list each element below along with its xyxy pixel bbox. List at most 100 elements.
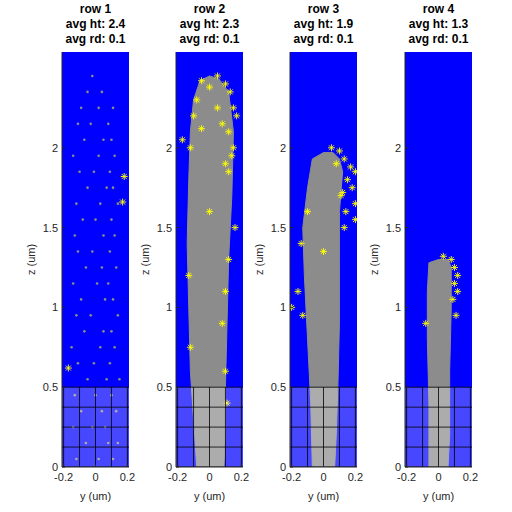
mesh-line [176, 387, 243, 388]
x-tick [438, 464, 439, 467]
dot-point [112, 298, 115, 301]
dot-point [110, 218, 113, 221]
dot-point [113, 234, 116, 237]
dot-point [93, 362, 96, 365]
mesh-line [405, 427, 472, 428]
mesh-line [176, 427, 243, 428]
asterisk-point [320, 248, 327, 255]
mesh-line [290, 447, 357, 448]
y-tick [176, 387, 179, 388]
dot-point [115, 266, 118, 269]
dot-point [85, 266, 88, 269]
asterisk-point [232, 224, 239, 231]
asterisk-point [230, 144, 237, 151]
dot-point [86, 378, 89, 381]
asterisk-point [198, 77, 205, 84]
dot-point [110, 330, 113, 333]
mesh-line [290, 427, 357, 428]
mesh-line [62, 407, 129, 408]
asterisk-point [454, 288, 461, 295]
asterisk-point [451, 264, 458, 271]
x-tick-label: 0 [320, 471, 326, 483]
x-axis-label: y (um) [308, 490, 339, 502]
asterisk-point [121, 173, 128, 180]
x-tick [470, 464, 471, 467]
asterisk-point [179, 136, 186, 143]
asterisk-point [225, 128, 232, 135]
asterisk-point [222, 288, 229, 295]
asterisk-point [454, 272, 461, 279]
dot-point [75, 314, 78, 317]
dot-point [104, 298, 107, 301]
y-tick [405, 307, 408, 308]
dot-point [81, 218, 84, 221]
dot-point [113, 154, 116, 157]
y-axis-line [62, 52, 63, 467]
dot-point [109, 362, 112, 365]
x-tick-label: 0.2 [463, 471, 478, 483]
x-tick-label: 0 [92, 471, 98, 483]
y-tick-label: 1 [280, 301, 286, 313]
dot-point [105, 186, 108, 189]
asterisk-point [230, 104, 237, 111]
dot-point [83, 330, 86, 333]
asterisk-point [225, 256, 232, 263]
dot-point [78, 170, 81, 173]
dot-point [80, 107, 83, 110]
dot-point [86, 186, 89, 189]
dot-point [102, 234, 105, 237]
panel: 00.511.52-0.200.2y (um)z (um)row 1avg ht… [25, 2, 135, 502]
asterisk-point [304, 208, 311, 215]
x-tick [127, 464, 128, 467]
asterisk-point [222, 160, 229, 167]
asterisk-point [352, 200, 357, 207]
asterisk-point [342, 208, 349, 215]
title: avg rd: 0.1 [179, 32, 239, 46]
x-tick-label: -0.2 [397, 471, 416, 483]
y-tick-label: 1.5 [157, 222, 172, 234]
dot-point [117, 314, 120, 317]
asterisk-point [294, 288, 301, 295]
mesh-region [176, 387, 243, 467]
asterisk-point [299, 312, 306, 319]
dot-point [109, 170, 112, 173]
dot-point [75, 202, 78, 205]
asterisk-point [352, 216, 357, 223]
title: avg ht: 1.9 [294, 17, 354, 31]
panel: 00.511.52-0.200.2y (um)z (um)row 3avg ht… [253, 2, 363, 502]
mesh-line [405, 407, 472, 408]
asterisk-point [328, 144, 335, 151]
dot-point [93, 170, 96, 173]
title: avg rd: 0.1 [65, 32, 125, 46]
title: avg ht: 2.3 [180, 17, 240, 31]
x-tick-label: 0.2 [348, 471, 363, 483]
asterisk-point [298, 240, 305, 247]
mesh-line [405, 447, 472, 448]
asterisk-point [449, 296, 456, 303]
dot-point [77, 362, 80, 365]
asterisk-point [222, 80, 229, 87]
asterisk-point [333, 160, 340, 167]
x-tick-label: 0.2 [120, 471, 135, 483]
y-tick-label: 2 [280, 142, 286, 154]
y-tick-label: 1.5 [386, 222, 401, 234]
asterisk-point [422, 320, 429, 327]
asterisk-point [341, 155, 348, 162]
dot-point [83, 138, 86, 141]
x-tick-label: -0.2 [168, 471, 187, 483]
y-axis-line [405, 52, 406, 467]
mesh-line [62, 427, 129, 428]
title: avg ht: 2.4 [66, 17, 126, 31]
dot-point [91, 75, 94, 78]
y-tick [176, 147, 179, 148]
y-axis-label: z (um) [139, 244, 151, 275]
x-axis-label: y (um) [423, 490, 454, 502]
x-tick-label: -0.2 [282, 471, 301, 483]
y-tick [290, 227, 293, 228]
asterisk-point [344, 176, 351, 183]
mesh-region [62, 387, 129, 467]
mesh-line [62, 447, 129, 448]
dot-point [118, 378, 121, 381]
plot-area [176, 52, 243, 467]
dot-point [72, 282, 75, 285]
